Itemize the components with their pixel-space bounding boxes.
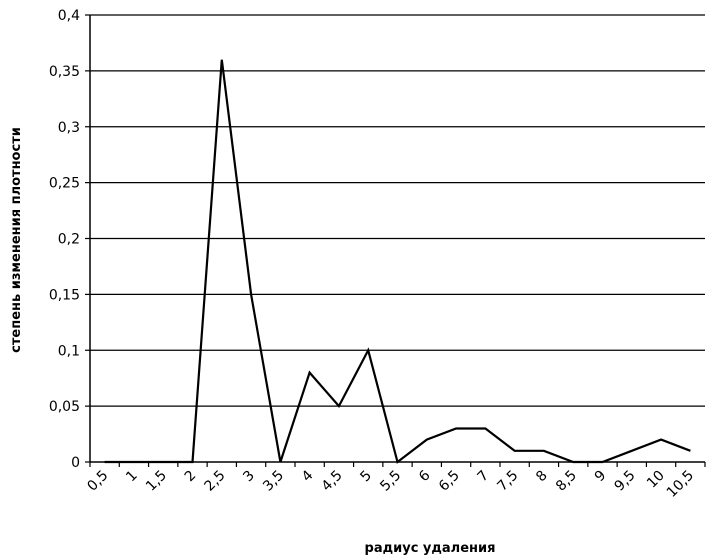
y-tick-label: 0,25 bbox=[49, 176, 80, 192]
x-tick-label: 6 bbox=[416, 467, 434, 485]
x-tick-label: 9,5 bbox=[612, 468, 639, 495]
series-line bbox=[104, 59, 691, 464]
y-tick-label: 0,15 bbox=[49, 287, 80, 303]
series-layer bbox=[104, 59, 691, 464]
y-tick-label: 0,2 bbox=[58, 232, 80, 248]
x-tick-label: 1 bbox=[123, 468, 141, 486]
x-tick-label: 3 bbox=[240, 468, 258, 486]
x-tick-label: 4 bbox=[299, 467, 317, 485]
y-tick-label: 0,05 bbox=[49, 399, 80, 415]
y-tick-label: 0,1 bbox=[58, 343, 80, 359]
x-tick-label: 8 bbox=[533, 468, 551, 486]
axes bbox=[89, 15, 706, 467]
x-tick-label: 3,5 bbox=[260, 468, 287, 495]
y-tick-label: 0,3 bbox=[58, 120, 80, 136]
x-tick-label: 10,5 bbox=[664, 468, 697, 501]
y-tick-labels: 0 0,05 0,1 0,15 0,2 0,25 0,3 0,35 0,4 bbox=[49, 8, 80, 471]
y-tick-label: 0 bbox=[71, 455, 80, 471]
y-axis-label: степень изменения плотности bbox=[9, 127, 24, 353]
x-tick-label: 8,5 bbox=[553, 468, 580, 495]
x-tick-label: 7 bbox=[475, 468, 493, 486]
x-tick-labels: 0,5 1 1,5 2 2,5 3 3,5 4 4,5 5 5,5 6 6,5 7 7,5 8 8,5 9 9,5 1… bbox=[84, 467, 697, 500]
x-tick-label: 9 bbox=[592, 468, 610, 486]
y-tick-label: 0,4 bbox=[58, 8, 80, 24]
x-tick-label: 2,5 bbox=[202, 468, 229, 495]
y-tick-label: 0,35 bbox=[49, 64, 80, 80]
x-tick-label: 5,5 bbox=[377, 468, 404, 495]
gridlines bbox=[85, 14, 705, 463]
x-tick-label: 6,5 bbox=[436, 468, 463, 495]
x-tick-label: 1,5 bbox=[143, 468, 170, 495]
x-tick-label: 0,5 bbox=[84, 468, 111, 495]
x-axis-label: радиус удаления bbox=[365, 541, 496, 555]
x-tick-label: 4,5 bbox=[319, 468, 346, 495]
x-tick-label: 2 bbox=[182, 468, 200, 486]
x-tick-label: 7,5 bbox=[494, 468, 521, 495]
x-tick-label: 5 bbox=[357, 468, 375, 486]
